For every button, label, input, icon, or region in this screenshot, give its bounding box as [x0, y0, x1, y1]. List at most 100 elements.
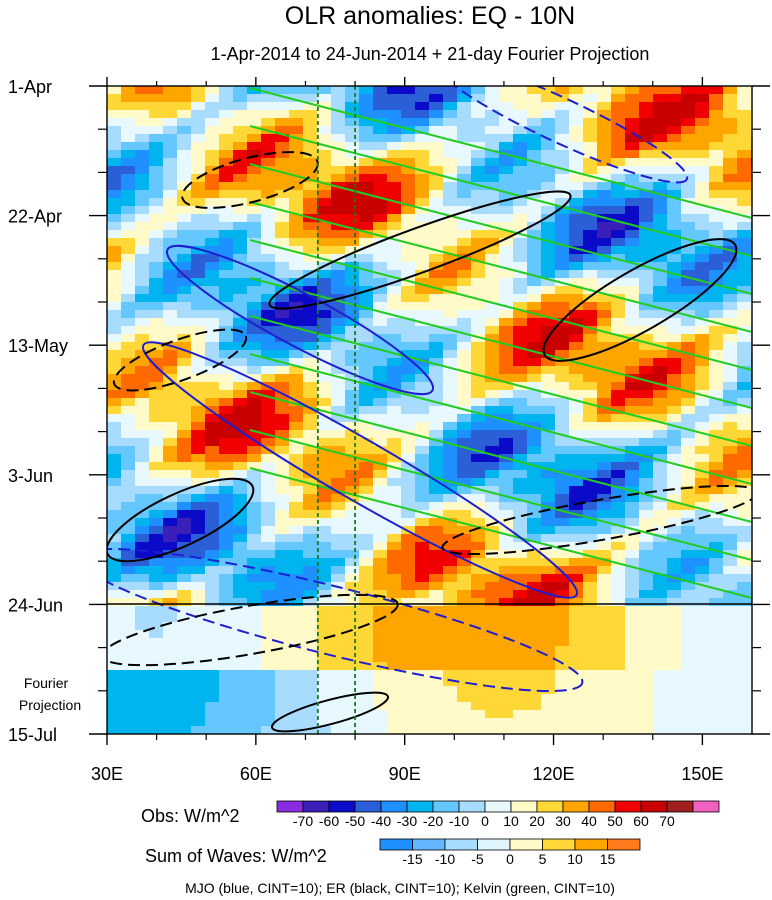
field-cell — [163, 438, 178, 447]
field-cell — [499, 166, 514, 175]
field-cell — [177, 502, 192, 511]
field-cell — [233, 646, 248, 655]
field-cell — [611, 502, 626, 511]
field-cell — [695, 422, 710, 431]
field-cell — [177, 126, 192, 135]
field-cell — [709, 486, 724, 495]
field-cell — [569, 102, 584, 111]
field-cell — [233, 670, 248, 679]
field-cell — [191, 166, 206, 175]
field-cell — [121, 350, 136, 359]
field-cell — [611, 118, 626, 127]
field-cell — [695, 646, 710, 655]
field-cell — [261, 86, 276, 95]
field-cell — [541, 382, 556, 391]
field-cell — [289, 358, 304, 367]
field-cell — [667, 606, 682, 615]
field-cell — [611, 214, 626, 223]
field-cell — [737, 374, 752, 383]
field-cell — [737, 254, 752, 263]
field-cell — [457, 174, 472, 183]
field-cell — [387, 94, 402, 103]
field-cell — [653, 310, 668, 319]
field-cell — [443, 158, 458, 167]
field-cell — [233, 262, 248, 271]
field-cell — [275, 702, 290, 711]
field-cell — [751, 694, 752, 703]
field-cell — [149, 486, 164, 495]
field-cell — [485, 670, 500, 679]
field-cell — [233, 350, 248, 359]
field-cell — [541, 670, 556, 679]
field-cell — [205, 382, 220, 391]
field-cell — [191, 286, 206, 295]
field-cell — [205, 702, 220, 711]
field-cell — [429, 438, 444, 447]
field-cell — [359, 478, 374, 487]
colorbar-box — [276, 800, 304, 813]
field-cell — [499, 158, 514, 167]
field-cell — [191, 534, 206, 543]
field-cell — [555, 414, 570, 423]
field-cell — [443, 518, 458, 527]
field-cell — [583, 166, 598, 175]
field-cell — [653, 710, 668, 719]
field-cell — [667, 518, 682, 527]
field-cell — [625, 126, 640, 135]
field-cell — [471, 374, 486, 383]
field-cell — [219, 510, 234, 519]
field-cell — [471, 694, 486, 703]
field-cell — [303, 254, 318, 263]
field-cell — [191, 718, 206, 727]
field-cell — [191, 678, 206, 687]
field-cell — [667, 598, 682, 607]
field-cell — [177, 534, 192, 543]
field-cell — [527, 134, 542, 143]
field-cell — [135, 350, 150, 359]
field-cell — [485, 598, 500, 607]
field-cell — [317, 470, 332, 479]
field-cell — [723, 310, 738, 319]
field-cell — [429, 638, 444, 647]
field-cell — [373, 318, 388, 327]
field-cell — [261, 502, 276, 511]
field-cell — [611, 590, 626, 599]
field-cell — [695, 102, 710, 111]
field-cell — [527, 590, 542, 599]
field-cell — [429, 390, 444, 399]
field-cell — [751, 326, 752, 335]
field-cell — [247, 526, 262, 535]
field-cell — [359, 614, 374, 623]
field-cell — [121, 278, 136, 287]
field-cell — [527, 670, 542, 679]
field-cell — [611, 206, 626, 215]
field-cell — [695, 486, 710, 495]
field-cell — [163, 582, 178, 591]
field-cell — [275, 670, 290, 679]
field-cell — [205, 94, 220, 103]
field-cell — [443, 166, 458, 175]
field-cell — [681, 430, 696, 439]
field-cell — [135, 334, 150, 343]
field-cell — [401, 414, 416, 423]
field-cell — [569, 486, 584, 495]
field-cell — [709, 158, 724, 167]
field-cell — [457, 142, 472, 151]
field-cell — [289, 246, 304, 255]
field-cell — [667, 262, 682, 271]
field-cell — [401, 534, 416, 543]
field-cell — [317, 414, 332, 423]
field-cell — [737, 718, 752, 727]
field-cell — [149, 694, 164, 703]
field-cell — [569, 334, 584, 343]
field-cell — [177, 366, 192, 375]
field-cell — [415, 582, 430, 591]
field-cell — [681, 102, 696, 111]
field-cell — [681, 558, 696, 567]
field-cell — [289, 214, 304, 223]
colorbar-box — [380, 800, 408, 813]
field-cell — [261, 542, 276, 551]
field-cell — [191, 710, 206, 719]
field-cell — [611, 494, 626, 503]
field-cell — [499, 598, 514, 607]
